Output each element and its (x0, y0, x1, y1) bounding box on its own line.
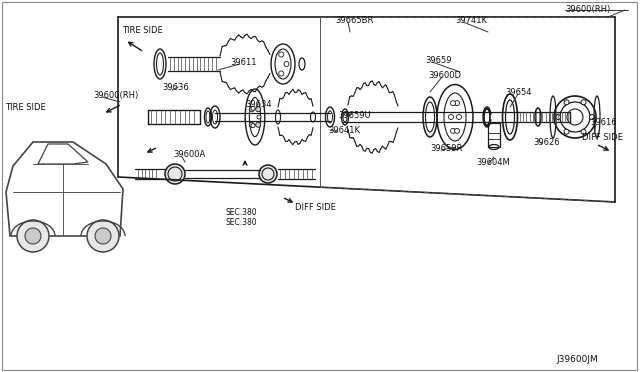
Circle shape (279, 52, 284, 57)
Text: DIFF SIDE: DIFF SIDE (295, 202, 336, 212)
Circle shape (251, 124, 255, 128)
Text: J39600JM: J39600JM (556, 356, 598, 365)
Text: 39659: 39659 (425, 55, 451, 64)
Text: 39741K: 39741K (455, 16, 487, 25)
Circle shape (257, 115, 261, 119)
Circle shape (250, 107, 254, 112)
Circle shape (449, 115, 454, 119)
Text: SEC.380: SEC.380 (225, 208, 257, 217)
Text: 39616: 39616 (590, 118, 616, 126)
Circle shape (564, 129, 569, 134)
Circle shape (456, 115, 461, 119)
Text: 39600(RH): 39600(RH) (93, 90, 138, 99)
Ellipse shape (259, 165, 277, 183)
Circle shape (251, 106, 255, 110)
Circle shape (581, 129, 586, 134)
Circle shape (87, 220, 119, 252)
Text: 39659R: 39659R (430, 144, 462, 153)
Circle shape (25, 228, 41, 244)
Text: TIRE SIDE: TIRE SIDE (122, 26, 163, 35)
Circle shape (279, 71, 284, 76)
Circle shape (556, 115, 561, 119)
Text: 39600A: 39600A (173, 150, 205, 158)
Bar (488, 123, 500, 147)
Ellipse shape (165, 164, 185, 184)
Text: 39659U: 39659U (338, 110, 371, 119)
Text: 39626: 39626 (533, 138, 559, 147)
Circle shape (95, 228, 111, 244)
Text: 39654: 39654 (505, 87, 531, 96)
Circle shape (581, 100, 586, 105)
Text: SEC.380: SEC.380 (225, 218, 257, 227)
Text: 39600D: 39600D (428, 71, 461, 80)
Circle shape (17, 220, 49, 252)
Text: 39665BR: 39665BR (335, 16, 373, 25)
Circle shape (454, 101, 460, 106)
Text: 39611: 39611 (230, 58, 257, 67)
Text: 39641K: 39641K (328, 125, 360, 135)
Text: TIRE SIDE: TIRE SIDE (5, 103, 45, 112)
Text: 39600(RH): 39600(RH) (565, 4, 611, 13)
Text: 39636: 39636 (162, 83, 189, 92)
Text: 39634: 39634 (245, 99, 271, 109)
Circle shape (564, 100, 569, 105)
Circle shape (451, 101, 456, 106)
Text: DIFF SIDE: DIFF SIDE (582, 132, 623, 141)
Circle shape (256, 107, 260, 112)
Circle shape (454, 128, 460, 133)
Circle shape (250, 122, 254, 127)
Circle shape (451, 128, 456, 133)
Circle shape (284, 61, 289, 67)
Text: 39604M: 39604M (476, 157, 509, 167)
Circle shape (256, 122, 260, 127)
Circle shape (589, 115, 595, 119)
